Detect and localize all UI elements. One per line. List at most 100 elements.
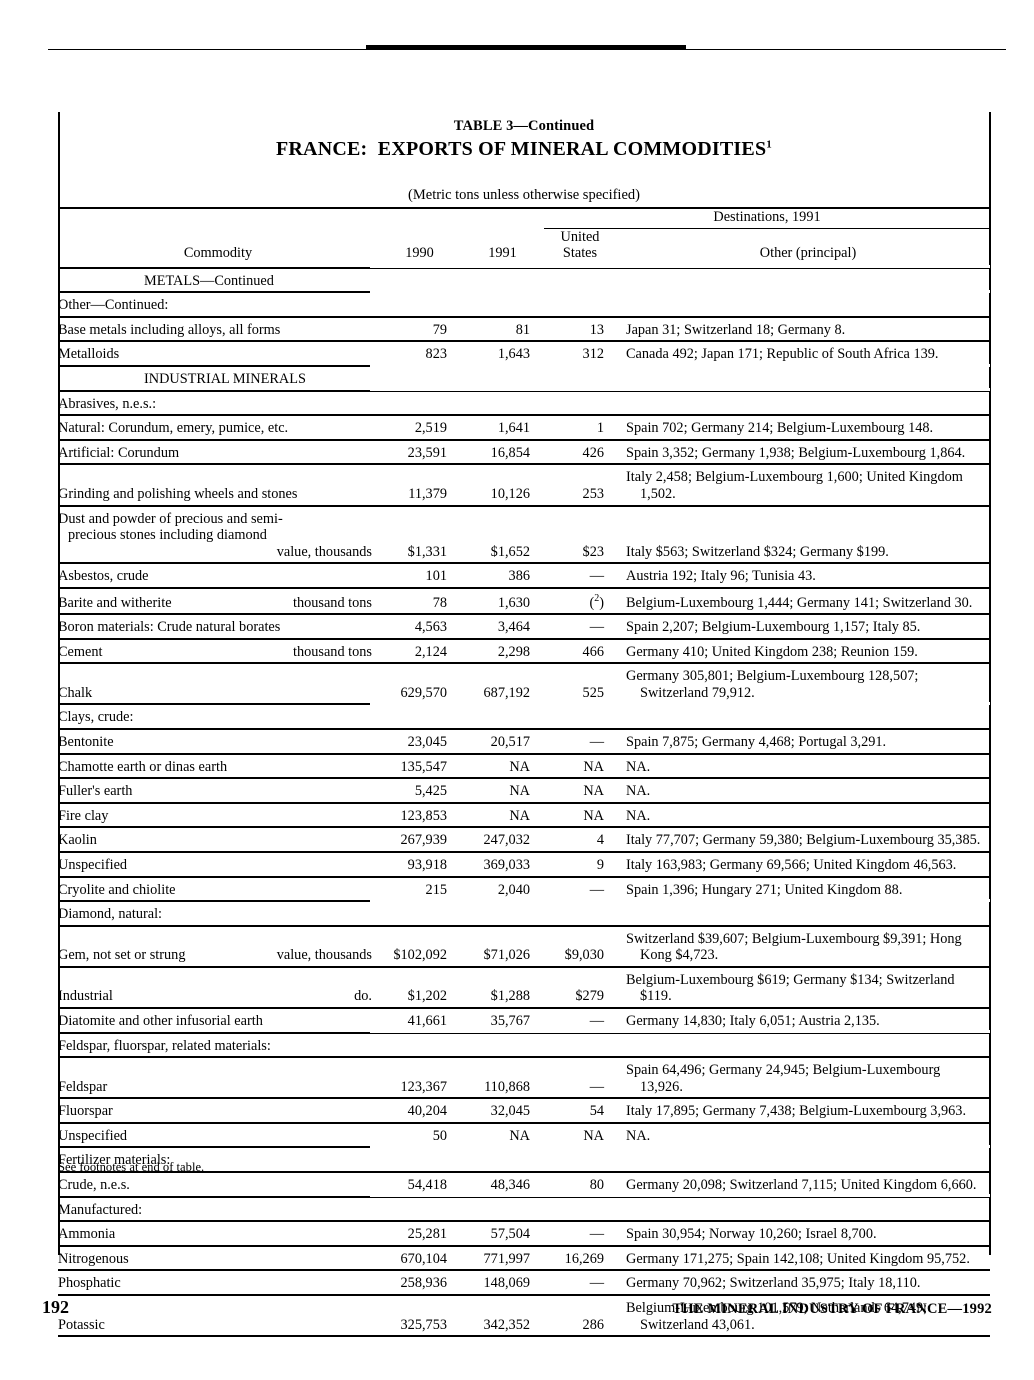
value-1991-cell: 57,504 [461, 1220, 544, 1246]
header-us-line1: United [560, 228, 600, 245]
commodity-cell: Nitrogenous [58, 1244, 378, 1271]
destinations-cell: Italy 163,983; Germany 69,566; United Ki… [616, 850, 991, 877]
table-row: Potassic 325,753 342,352 286 Belgium-Luxembo… [58, 1293, 991, 1338]
united-states-value-cell: $23 [544, 504, 616, 564]
short-rule-mask [370, 701, 990, 705]
commodity-unit-label: value, thousands [276, 543, 372, 560]
commodity-label: Bentonite [58, 734, 114, 751]
units-note: (Metric tons unless otherwise specified) [408, 187, 640, 203]
value-1990-cell: 101 [378, 562, 461, 588]
commodity-cell: Dust and powder of precious and semi-pre… [58, 504, 378, 564]
commodity-label: Natural: Corundum, emery, pumice, etc. [58, 420, 289, 437]
table-row: Asbestos, crude 101 386— Austria 192; Italy… [58, 562, 991, 588]
footer-title: THE MINERAL INDUSTRY OF FRANCE—1992 [672, 1301, 992, 1317]
table-row: Feldspar 123,367 110,868— Spain 64,496; Ger… [58, 1056, 991, 1099]
value-1990-cell: 23,591 [378, 438, 461, 465]
commodity-cell: Fire clay [58, 801, 378, 828]
destinations-cell: Germany 171,275; Spain 142,108; United K… [616, 1244, 991, 1271]
commodity-cell: Metalloids [58, 340, 378, 367]
destination-text: Italy 77,707; Germany 59,380; Belgium-Lu… [626, 832, 981, 849]
destination-text-continued: Switzerland 43,061. [640, 1316, 755, 1333]
destination-text: Spain 30,954; Norway 10,260; Israel 8,70… [626, 1226, 877, 1243]
destinations-cell: Belgium-Luxembourg 1,444; Germany 141; S… [616, 586, 991, 615]
table-row: Boron materials: Crude natural borates 4,… [58, 613, 991, 639]
destination-text: Canada 492; Japan 171; Republic of South… [626, 346, 939, 363]
exports-table: Destinations, 1991 Commodity 1990 1991 U… [58, 206, 991, 1338]
united-states-value-cell: 426 [544, 438, 616, 465]
title-footnote-marker: 1 [766, 138, 772, 151]
table-row: Fire clay 123,853 NA NA NA. [58, 801, 991, 828]
destinations-cell: Spain 1,396; Hungary 271; United Kingdom… [616, 875, 991, 902]
table-row: Fluorspar 40,204 32,045 54 Italy 17,895; Ger… [58, 1097, 991, 1123]
destination-text: Belgium-Luxembourg 101,579; Netherlands … [626, 1299, 928, 1316]
commodity-label: Gem, not set or strung [58, 947, 186, 964]
destination-text: Italy 163,983; Germany 69,566; United Ki… [626, 856, 957, 873]
table-row: Cement thousand tons 2,124 2,298 466 Germany … [58, 637, 991, 664]
commodity-unit-label: value, thousands [276, 947, 372, 964]
destinations-cell: Germany 20,098; Switzerland 7,115; Unite… [616, 1171, 991, 1197]
table-group-header-row: Manufactured: [58, 1195, 991, 1222]
destination-text: Switzerland $39,607; Belgium-Luxembourg … [626, 930, 962, 947]
commodity-unit-label: thousand tons [292, 643, 372, 660]
commodity-label: Cement [58, 643, 103, 660]
page-top-rule-thick [366, 45, 686, 50]
destinations-cell: NA. [616, 1121, 991, 1148]
commodity-cell: Kaolin [58, 826, 378, 852]
united-states-value-cell: NA [544, 777, 616, 803]
united-states-value-cell: 312 [544, 340, 616, 367]
table-row: Phosphatic 258,936 148,069— Germany 70,962;… [58, 1269, 991, 1295]
value-1990-cell: 215 [378, 875, 461, 902]
table-row: Natural: Corundum, emery, pumice, etc. 2,… [58, 414, 991, 440]
united-states-value-cell: $279 [544, 965, 616, 1008]
value-1990-cell: 325,753 [378, 1293, 461, 1338]
short-rule-mask [370, 1194, 990, 1198]
commodity-cell: Chalk [58, 662, 378, 705]
united-states-value-cell: 1 [544, 414, 616, 440]
value-1990-cell: 93,918 [378, 850, 461, 877]
value-1990-cell: 629,570 [378, 662, 461, 705]
header-spacer-1990 [378, 206, 461, 229]
destination-text: Germany 171,275; Spain 142,108; United K… [626, 1250, 970, 1267]
destination-text-continued: Kong $4,723. [640, 947, 719, 964]
value-1990-cell: 123,853 [378, 801, 461, 828]
section-header-label: INDUSTRIAL MINERALS [58, 365, 991, 391]
commodity-cell: Ammonia [58, 1220, 378, 1246]
united-states-value-cell: — [544, 562, 616, 588]
commodity-cell: Base metals including alloys, all forms [58, 315, 378, 342]
table-group-header-row: Other—Continued: [58, 291, 991, 317]
commodity-label: Base metals including alloys, all forms [58, 321, 281, 338]
table-section-header-row: METALS—Continued [58, 266, 991, 293]
header-spacer-1991 [461, 206, 544, 229]
commodity-unit-label: do. [354, 988, 372, 1005]
header-commodity: Commodity [58, 228, 378, 269]
destination-text: NA. [626, 807, 651, 824]
value-1991-cell: 16,854 [461, 438, 544, 465]
commodity-label: Chalk [58, 684, 93, 701]
united-states-value-cell: 253 [544, 463, 616, 506]
page-title-text: FRANCE: EXPORTS OF MINERAL COMMODITIES [276, 138, 767, 160]
commodity-label: Feldspar [58, 1078, 108, 1095]
destination-text: Spain 1,396; Hungary 271; United Kingdom… [626, 881, 903, 898]
group-header-label: Diamond, natural: [58, 900, 991, 926]
commodity-cell: Cement thousand tons [58, 637, 378, 664]
united-states-value-cell: NA [544, 801, 616, 828]
destination-text: Italy 2,458; Belgium-Luxembourg 1,600; U… [626, 469, 963, 486]
destination-text: Belgium-Luxembourg 1,444; Germany 141; S… [626, 594, 973, 611]
table-row: Chamotte earth or dinas earth 135,547 NA NA… [58, 752, 991, 779]
short-rule-mask [370, 289, 990, 293]
short-rule-mask [370, 363, 990, 367]
title-block: TABLE 3—Continued FRANCE: EXPORTS OF MIN… [58, 118, 990, 204]
commodity-cell: Gem, not set or strung value, thousands [58, 924, 378, 967]
value-1990-cell: 54,418 [378, 1171, 461, 1197]
destination-text: Austria 192; Italy 96; Tunisia 43. [626, 568, 816, 585]
commodity-cell: Industrial do. [58, 965, 378, 1008]
united-states-value-cell: 80 [544, 1171, 616, 1197]
destination-text: Germany 20,098; Switzerland 7,115; Unite… [626, 1177, 977, 1194]
value-1990-cell: 11,379 [378, 463, 461, 506]
table-row: Nitrogenous 670,104 771,997 16,269 Germany 1… [58, 1244, 991, 1271]
value-1990-cell: $102,092 [378, 924, 461, 967]
destinations-cell: Spain 7,875; Germany 4,468; Portugal 3,2… [616, 728, 991, 754]
united-states-value-cell: 9 [544, 850, 616, 877]
destinations-cell: Switzerland $39,607; Belgium-Luxembourg … [616, 924, 991, 967]
value-1990-cell: 50 [378, 1121, 461, 1148]
